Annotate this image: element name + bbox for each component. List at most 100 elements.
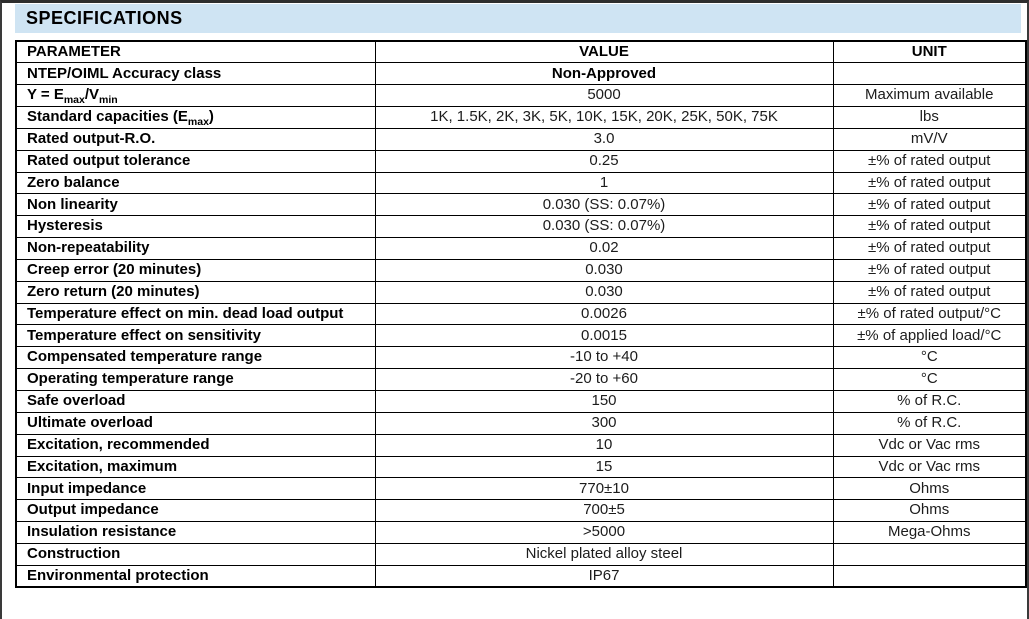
parameter-cell: Standard capacities (Emax) — [15, 106, 376, 129]
value-cell: 0.0015 — [374, 324, 834, 348]
table-row: Creep error (20 minutes) 0.030 ±% of rated… — [15, 258, 1027, 282]
table-row: Non-repeatability 0.02 ±% of rated output — [15, 237, 1027, 260]
parameter-cell: Zero balance — [15, 171, 376, 195]
parameter-cell: Environmental protection — [15, 564, 376, 588]
table-row: Environmental protection IP67 — [15, 564, 1027, 588]
parameter-cell: Temperature effect on min. dead load out… — [15, 302, 376, 326]
unit-cell: Mega-Ohms — [832, 521, 1027, 544]
parameter-cell: Creep error (20 minutes) — [15, 258, 376, 282]
unit-cell — [832, 62, 1027, 86]
unit-cell — [832, 564, 1027, 588]
table-row: Non linearity 0.030 (SS: 0.07%) ±% of rate… — [15, 193, 1027, 217]
table-row: Operating temperature range -20 to +60 °C — [15, 368, 1027, 391]
unit-cell: Maximum available — [832, 84, 1027, 108]
spec-table-body: NTEP/OIML Accuracy class Non-Approved Y = … — [15, 62, 1027, 588]
unit-cell: Ohms — [832, 477, 1027, 501]
parameter-cell: Construction — [15, 542, 376, 566]
value-cell: 0.030 — [374, 258, 834, 282]
table-row: Construction Nickel plated alloy steel — [15, 542, 1027, 566]
value-cell: Nickel plated alloy steel — [374, 542, 834, 566]
parameter-cell: Insulation resistance — [15, 521, 376, 544]
parameter-cell: Rated output tolerance — [15, 149, 376, 173]
unit-cell: °C — [832, 368, 1027, 391]
value-cell: 0.25 — [374, 149, 834, 173]
parameter-cell: Output impedance — [15, 499, 376, 523]
value-cell: 1 — [374, 171, 834, 195]
parameter-cell: Ultimate overload — [15, 411, 376, 435]
unit-cell: % of R.C. — [832, 411, 1027, 435]
parameter-cell: Safe overload — [15, 390, 376, 413]
value-cell: >5000 — [374, 521, 834, 544]
table-row: Temperature effect on min. dead load out… — [15, 302, 1027, 326]
value-cell: 150 — [374, 390, 834, 413]
column-header-parameter: PARAMETER — [15, 40, 376, 64]
value-cell: 300 — [374, 411, 834, 435]
unit-cell: ±% of rated output — [832, 193, 1027, 217]
table-row: Hysteresis 0.030 (SS: 0.07%) ±% of rated o… — [15, 215, 1027, 239]
column-header-value: VALUE — [374, 40, 834, 64]
parameter-cell: Excitation, recommended — [15, 433, 376, 457]
table-row: Standard capacities (Emax) 1K, 1.5K, 2K, … — [15, 106, 1027, 129]
unit-cell: Vdc or Vac rms — [832, 455, 1027, 479]
parameter-cell: Y = Emax/Vmin — [15, 84, 376, 108]
table-row: Ultimate overload 300% of R.C. — [15, 411, 1027, 435]
section-title: SPECIFICATIONS — [26, 8, 183, 28]
unit-cell: % of R.C. — [832, 390, 1027, 413]
value-cell: 3.0 — [374, 127, 834, 151]
parameter-cell: Input impedance — [15, 477, 376, 501]
table-row: Rated output tolerance 0.25 ±% of rated ou… — [15, 149, 1027, 173]
table-row: Excitation, recommended 10 Vdc or Vac rms — [15, 433, 1027, 457]
value-cell: 0.02 — [374, 237, 834, 260]
parameter-cell: Zero return (20 minutes) — [15, 280, 376, 304]
parameter-cell: Temperature effect on sensitivity — [15, 324, 376, 348]
table-row: Safe overload 150% of R.C. — [15, 390, 1027, 413]
parameter-cell: Excitation, maximum — [15, 455, 376, 479]
table-row: Zero balance 1 ±% of rated output — [15, 171, 1027, 195]
unit-cell: ±% of rated output/°C — [832, 302, 1027, 326]
value-cell: IP67 — [374, 564, 834, 588]
value-cell: 5000 — [374, 84, 834, 108]
unit-cell: ±% of rated output — [832, 280, 1027, 304]
unit-cell: mV/V — [832, 127, 1027, 151]
table-row: NTEP/OIML Accuracy class Non-Approved — [15, 62, 1027, 86]
table-row: Excitation, maximum 15 Vdc or Vac rms — [15, 455, 1027, 479]
table-row: Compensated temperature range -10 to +40 °… — [15, 346, 1027, 370]
value-cell: 10 — [374, 433, 834, 457]
parameter-cell: Rated output-R.O. — [15, 127, 376, 151]
value-cell: 0.030 — [374, 280, 834, 304]
unit-cell: ±% of rated output — [832, 237, 1027, 260]
value-cell: -20 to +60 — [374, 368, 834, 391]
table-row: Y = Emax/Vmin 5000 Maximum available — [15, 84, 1027, 108]
table-row: Temperature effect on sensitivity 0.0015 ±… — [15, 324, 1027, 348]
unit-cell: ±% of rated output — [832, 149, 1027, 173]
unit-cell: lbs — [832, 106, 1027, 129]
table-row: Zero return (20 minutes) 0.030 ±% of rated… — [15, 280, 1027, 304]
value-cell: 0.030 (SS: 0.07%) — [374, 193, 834, 217]
parameter-cell: Hysteresis — [15, 215, 376, 239]
unit-cell: ±% of applied load/°C — [832, 324, 1027, 348]
value-cell: -10 to +40 — [374, 346, 834, 370]
value-cell: 0.030 (SS: 0.07%) — [374, 215, 834, 239]
table-row: Input impedance 770±10 Ohms — [15, 477, 1027, 501]
value-cell: 15 — [374, 455, 834, 479]
specifications-table: PARAMETER VALUE UNIT NTEP/OIML Accuracy … — [15, 40, 1027, 589]
value-cell: Non-Approved — [374, 62, 834, 86]
unit-cell: ±% of rated output — [832, 171, 1027, 195]
table-row: Rated output-R.O. 3.0 mV/V — [15, 127, 1027, 151]
unit-cell: °C — [832, 346, 1027, 370]
value-cell: 0.0026 — [374, 302, 834, 326]
unit-cell: Vdc or Vac rms — [832, 433, 1027, 457]
header-row: PARAMETER VALUE UNIT — [15, 40, 1027, 64]
parameter-cell: Compensated temperature range — [15, 346, 376, 370]
unit-cell: Ohms — [832, 499, 1027, 523]
value-cell: 700±5 — [374, 499, 834, 523]
value-cell: 1K, 1.5K, 2K, 3K, 5K, 10K, 15K, 20K, 25K… — [374, 106, 834, 129]
parameter-cell: NTEP/OIML Accuracy class — [15, 62, 376, 86]
value-cell: 770±10 — [374, 477, 834, 501]
unit-cell: ±% of rated output — [832, 258, 1027, 282]
table-row: Insulation resistance >5000 Mega-Ohms — [15, 521, 1027, 544]
parameter-cell: Non linearity — [15, 193, 376, 217]
parameter-cell: Non-repeatability — [15, 237, 376, 260]
spec-table-header: PARAMETER VALUE UNIT — [15, 40, 1027, 64]
